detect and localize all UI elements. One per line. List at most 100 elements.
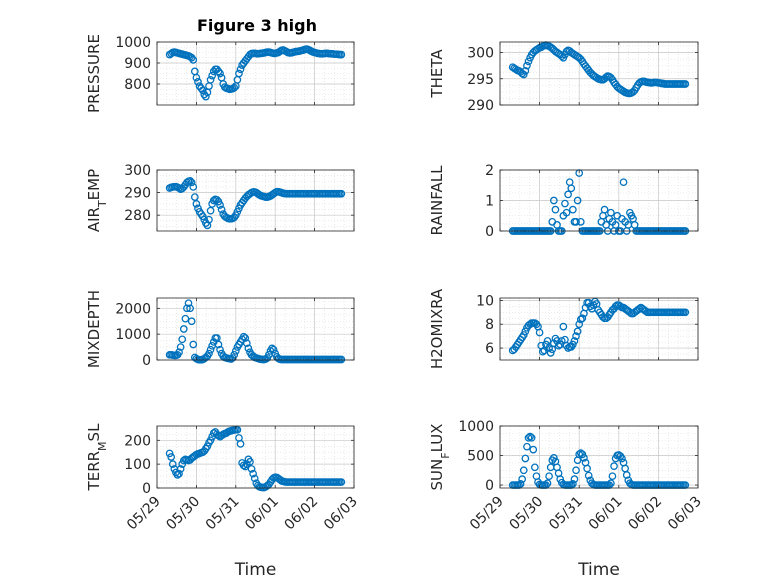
data-point [600, 205, 609, 214]
data-point [214, 67, 223, 76]
y-axis-label: AIRTEMP [85, 169, 109, 232]
x-axis-label: Time [234, 560, 277, 580]
data-point [567, 184, 576, 193]
y-tick-label: 2000 [115, 301, 151, 317]
y-axis-label: SUNFLUX [428, 424, 452, 491]
figure-title: Figure 3 high [197, 16, 317, 35]
y-axis-label: RAINFALL [428, 165, 446, 236]
data-point [205, 349, 213, 358]
axes-frame [499, 425, 699, 489]
data-point [206, 345, 215, 354]
data-point [523, 442, 531, 451]
y-tick-label: 200 [124, 433, 151, 449]
subplot-1: 800 900 1000 PRESSURE [85, 34, 355, 113]
tick-marks [156, 426, 355, 489]
tick-marks [499, 169, 699, 232]
data-point [183, 304, 191, 313]
data-point [576, 315, 585, 324]
axes-frame [156, 425, 355, 489]
y-axis-label: THETA [428, 49, 446, 99]
data-point [175, 469, 183, 478]
data-point [564, 190, 572, 199]
data-point [573, 196, 582, 205]
y-tick-label: 500 [467, 449, 494, 465]
axes-frame [156, 297, 355, 361]
axes-frame [156, 41, 355, 106]
y-tick-label: 0 [485, 478, 494, 494]
data-point [189, 340, 198, 349]
x-tick-label: 05/30 [163, 494, 203, 534]
tick-marks [499, 425, 699, 488]
y-axis-label: H2OMIXRA [428, 288, 446, 369]
data-point [572, 466, 580, 475]
data-point [569, 205, 577, 214]
data-point [202, 92, 210, 101]
y-tick-label: 6 [485, 341, 494, 357]
data-point [602, 73, 610, 82]
x-tick-label: 05/31 [546, 494, 586, 534]
y-axis-label: TERRMSL [85, 423, 109, 492]
x-tick-label: 06/02 [282, 494, 322, 534]
series-points [508, 41, 690, 98]
data-point [543, 479, 552, 488]
data-point [521, 67, 530, 75]
data-point [681, 308, 690, 317]
subplot-2: 290 295 300 THETA [428, 41, 699, 114]
data-point [246, 457, 254, 466]
axes-frame [499, 41, 699, 106]
data-point [184, 299, 193, 308]
data-point [244, 344, 253, 353]
subplot-3: 280 290 300 AIRTEMP [85, 163, 355, 232]
data-point [681, 80, 690, 88]
x-tick-label: 05/29 [467, 494, 507, 534]
data-point [570, 475, 579, 483]
data-point [527, 433, 536, 442]
y-axis-label: PRESSURE [85, 34, 103, 113]
subplot-4: 0 1 2 RAINFALL [428, 163, 699, 240]
data-point [619, 178, 628, 187]
data-point [550, 196, 558, 205]
data-point [611, 221, 620, 229]
data-point [186, 176, 194, 185]
data-point [546, 348, 555, 357]
tick-marks [156, 298, 355, 361]
data-point [572, 332, 580, 341]
data-point [535, 328, 544, 337]
y-tick-label: 800 [124, 77, 151, 93]
data-point [214, 340, 223, 349]
data-point [526, 432, 534, 441]
data-point [217, 205, 226, 214]
y-tick-label: 10 [476, 293, 494, 309]
data-point [173, 471, 182, 479]
series-points [165, 45, 346, 101]
data-point [580, 454, 588, 462]
data-point [607, 208, 615, 217]
data-point [550, 454, 558, 462]
data-point [241, 334, 250, 342]
y-tick-label: 290 [467, 98, 494, 114]
data-point [575, 450, 584, 459]
x-tick-label: 05/30 [507, 494, 547, 534]
data-point [208, 71, 217, 80]
data-point [518, 475, 527, 483]
data-point [516, 480, 525, 488]
data-point [249, 469, 257, 478]
data-point [337, 50, 346, 59]
data-point [269, 345, 278, 354]
data-point [209, 196, 218, 205]
tick-marks [156, 41, 355, 105]
data-point [187, 53, 196, 62]
data-point [189, 183, 198, 191]
data-point [337, 355, 346, 364]
subplot-5: 0 1000 2000 MIXDEPTH [85, 290, 355, 369]
series-points [508, 297, 690, 357]
y-tick-label: 0 [142, 481, 151, 497]
data-point [175, 348, 183, 357]
data-point [559, 322, 568, 331]
data-point [206, 436, 215, 445]
y-tick-label: 0 [485, 224, 494, 240]
data-point [176, 465, 185, 473]
data-point [529, 445, 538, 454]
